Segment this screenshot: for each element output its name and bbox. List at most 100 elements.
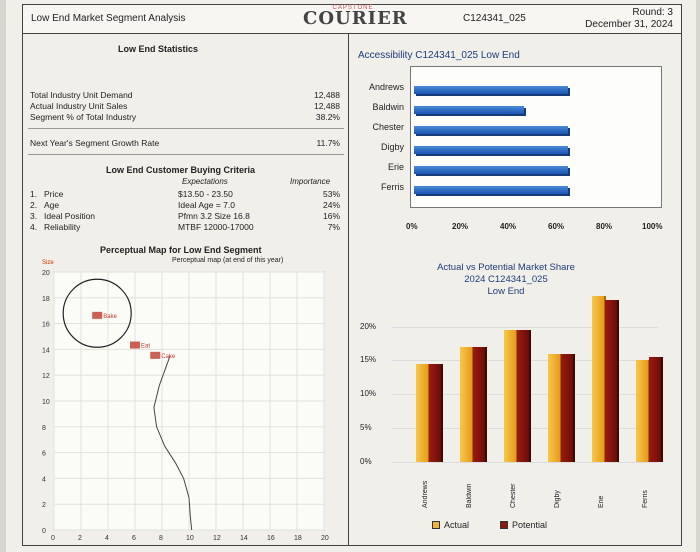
stat-label: Total Industry Unit Demand [30,90,133,100]
legend-potential-swatch [500,521,508,529]
perceptual-map-title: Perceptual Map for Low End Segment [100,245,262,255]
criteria-row: 2. Age Ideal Age = 7.0 24% [30,200,346,211]
market-share-y-tick: 10% [360,389,377,399]
report-date: December 31, 2024 [585,19,673,30]
importance-header: Importance [290,177,331,186]
stat-label: Segment % of Total Industry [30,112,137,122]
pm-product-marker [92,311,103,319]
criteria-name: Price [44,189,64,199]
legend-actual-label: Actual [444,520,470,530]
pm-y-tick: 14 [42,347,50,354]
growth-label: Next Year's Segment Growth Rate [30,138,160,148]
pm-x-tick: 0 [51,535,55,542]
stat-value: 38.2% [315,112,340,122]
potential-share-bar [561,353,573,462]
criteria-importance: 7% [327,222,340,232]
criteria-title: Low End Customer Buying Criteria [106,165,256,175]
accessibility-bar [414,186,568,194]
actual-share-bar [504,330,516,462]
pm-x-tick: 14 [240,535,248,542]
courier-logo: CAPSTONE COURIER [303,5,408,29]
growth-value: 11.7% [316,138,340,148]
accessibility-label: Baldwin [372,102,404,112]
report-header: Low End Market Segment Analysis CAPSTONE… [22,4,682,34]
acc-tick: 60% [548,222,565,231]
actual-share-bar [416,363,428,462]
divider [28,154,344,155]
market-share-y-tick: 15% [360,355,377,365]
pm-y-tick: 18 [42,296,50,303]
pm-x-tick: 16 [267,535,275,542]
pm-x-tick: 12 [213,535,221,542]
criteria-name: Age [44,200,60,210]
accessibility-bar [414,86,568,94]
acc-tick: 20% [452,222,469,231]
pm-y-tick: 16 [42,322,50,329]
pm-product-marker [150,351,161,359]
round-info: Round: 3 December 31, 2024 [585,7,673,31]
market-share-subtitle: 2024 C124341_025 [464,274,548,285]
criteria-num: 4. [30,222,38,232]
accessibility-title: Accessibility C124341_025 Low End [358,50,520,61]
pm-y-tick: 4 [42,476,46,483]
pm-y-axis-label: Size [42,260,54,266]
potential-share-bar [473,346,485,462]
acc-tick: 0% [406,222,418,231]
criteria-name: Ideal Position [44,211,96,221]
pm-ideal-circle [62,278,132,348]
divider [28,128,344,129]
criteria-num: 1. [30,189,38,199]
criteria-importance: 24% [322,200,340,210]
actual-share-bar [592,296,604,462]
acc-tick: 80% [596,222,613,231]
criteria-expectation: $13.50 - 23.50 [178,189,233,199]
perceptual-map-subtitle: Perceptual map (at end of this year) [172,257,284,264]
criteria-row: 1. Price $13.50 - 23.50 53% [30,189,346,200]
legend-potential-label: Potential [512,520,548,530]
accessibility-label: Chester [372,122,404,132]
right-panel [348,34,682,546]
market-share-category-label: Chester [510,483,517,508]
potential-share-bar [429,363,441,462]
market-share-category-label: Ferris [642,490,649,508]
acc-tick: 40% [500,222,517,231]
pm-x-tick: 2 [78,535,82,542]
criteria-importance: 16% [322,211,340,221]
segment-title: Low End Market Segment Analysis [31,13,186,24]
pm-x-tick: 8 [159,535,163,542]
logo-top-text: CAPSTONE [332,5,374,11]
stat-value: 12,488 [314,90,340,100]
pm-y-tick: 12 [42,373,50,380]
stat-value: 12,488 [314,101,340,111]
market-share-category-label: Andrews [422,480,429,508]
pm-product-label: Bake [103,314,117,320]
pm-y-tick: 0 [42,528,46,535]
pm-x-tick: 6 [132,535,136,542]
stats-title: Low End Statistics [118,44,199,54]
actual-share-bar [636,360,648,462]
actual-share-bar [460,346,472,462]
accessibility-label: Ferris [381,182,404,192]
pm-product-label: Cake [161,354,176,360]
potential-share-bar [649,357,661,462]
pm-x-tick: 18 [294,535,302,542]
actual-share-bar [548,353,560,462]
pm-product-label: Eat [141,344,150,350]
criteria-importance: 53% [322,189,340,199]
round-label: Round: 3 [632,7,673,18]
pm-y-tick: 6 [42,451,46,458]
market-share-title: Actual vs Potential Market Share 2024 C1… [406,262,606,298]
market-share-y-tick: 0% [360,457,372,466]
legend-actual-swatch [432,521,440,529]
criteria-row: 4. Reliability MTBF 12000-17000 7% [30,222,346,233]
market-share-y-tick: 5% [360,423,372,433]
criteria-expectation: Pfmn 3.2 Size 16.8 [178,211,250,221]
market-share-segment: Low End [487,286,525,297]
legend-actual: Actual [432,520,469,530]
logo-main-text: COURIER [303,8,408,29]
acc-tick: 100% [642,222,663,231]
market-share-gridline [392,326,658,328]
market-share-category-label: Digby [554,490,561,508]
expectations-header: Expectations [182,177,228,186]
